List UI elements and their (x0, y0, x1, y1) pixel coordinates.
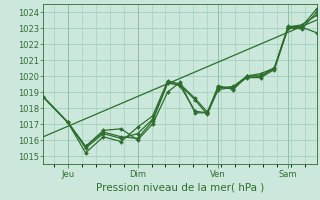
X-axis label: Pression niveau de la mer( hPa ): Pression niveau de la mer( hPa ) (96, 183, 264, 193)
